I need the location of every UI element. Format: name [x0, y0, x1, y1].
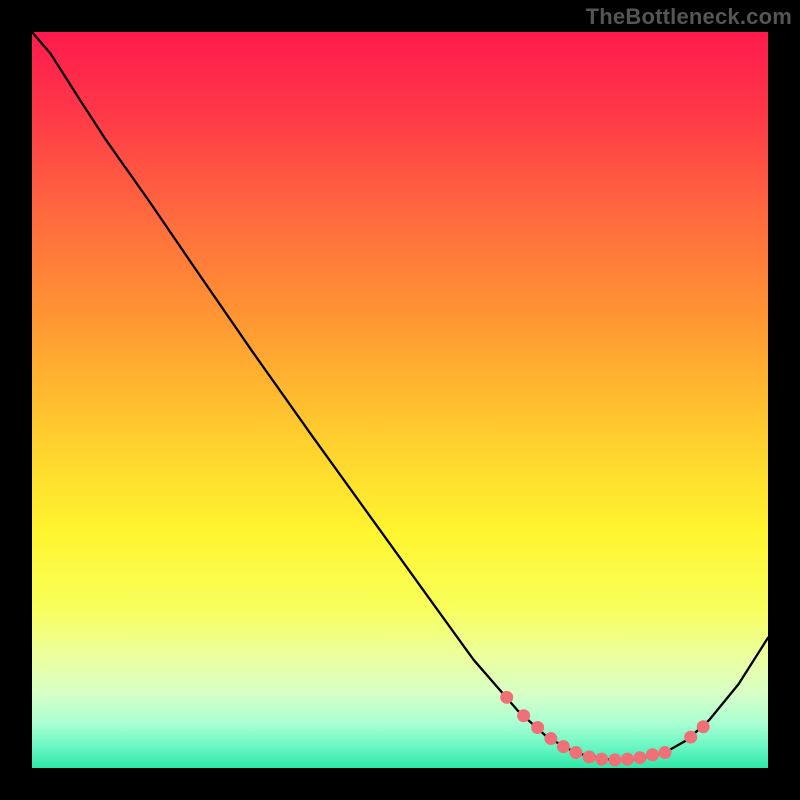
bottleneck-chart — [0, 0, 800, 800]
marker-point — [545, 733, 557, 745]
marker-point — [609, 754, 621, 766]
marker-point — [596, 753, 608, 765]
marker-point — [646, 749, 658, 761]
marker-point — [570, 747, 582, 759]
marker-point — [518, 710, 530, 722]
marker-point — [685, 731, 697, 743]
marker-point — [501, 691, 513, 703]
marker-point — [583, 751, 595, 763]
marker-point — [697, 721, 709, 733]
marker-point — [621, 753, 633, 765]
attribution-label: TheBottleneck.com — [586, 4, 792, 30]
marker-point — [659, 747, 671, 759]
marker-point — [634, 752, 646, 764]
plot-background — [32, 32, 768, 768]
marker-point — [532, 722, 544, 734]
chart-container: TheBottleneck.com — [0, 0, 800, 800]
marker-point — [557, 741, 569, 753]
